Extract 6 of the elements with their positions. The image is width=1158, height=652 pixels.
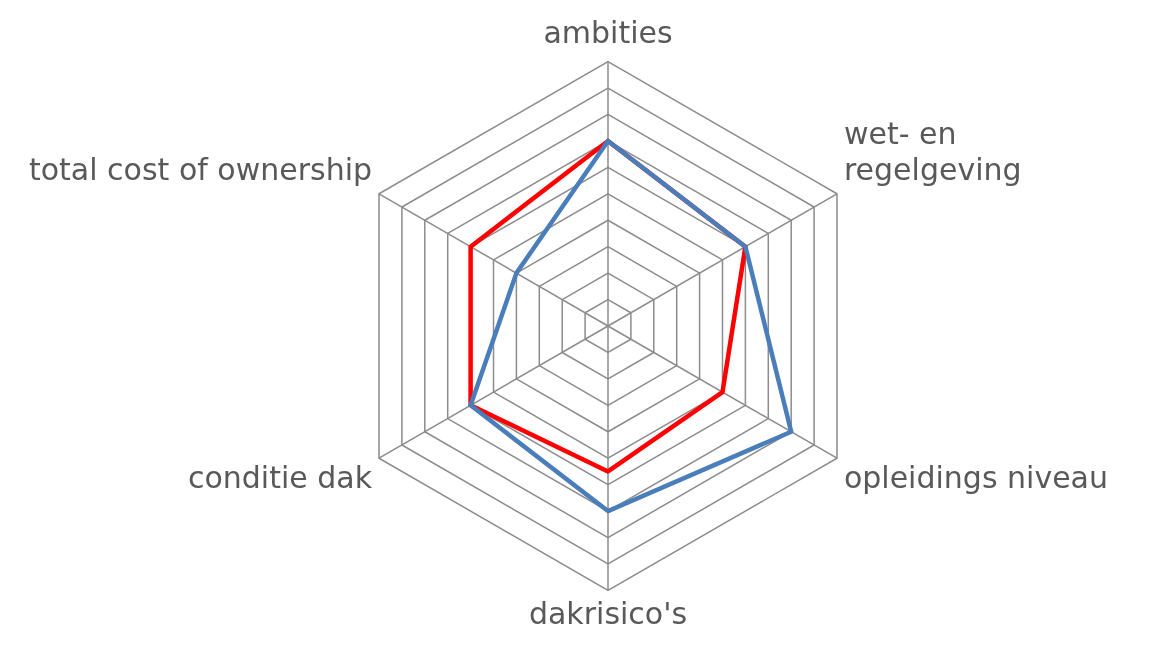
spoke-label: dakrisico's <box>528 596 688 632</box>
spoke-label: conditie dak <box>187 460 373 495</box>
spoke-label: wet- en regelgeving <box>843 115 1022 187</box>
spoke-label: total cost of ownership <box>28 151 373 187</box>
spoke-label: ambities <box>543 15 673 51</box>
spoke-label: opleidings niveau <box>843 460 1109 495</box>
